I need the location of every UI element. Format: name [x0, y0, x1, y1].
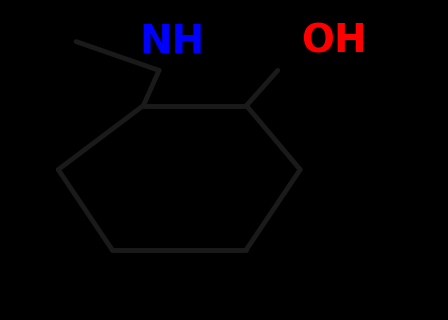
Text: OH: OH — [301, 23, 366, 60]
Text: NH: NH — [140, 23, 205, 60]
